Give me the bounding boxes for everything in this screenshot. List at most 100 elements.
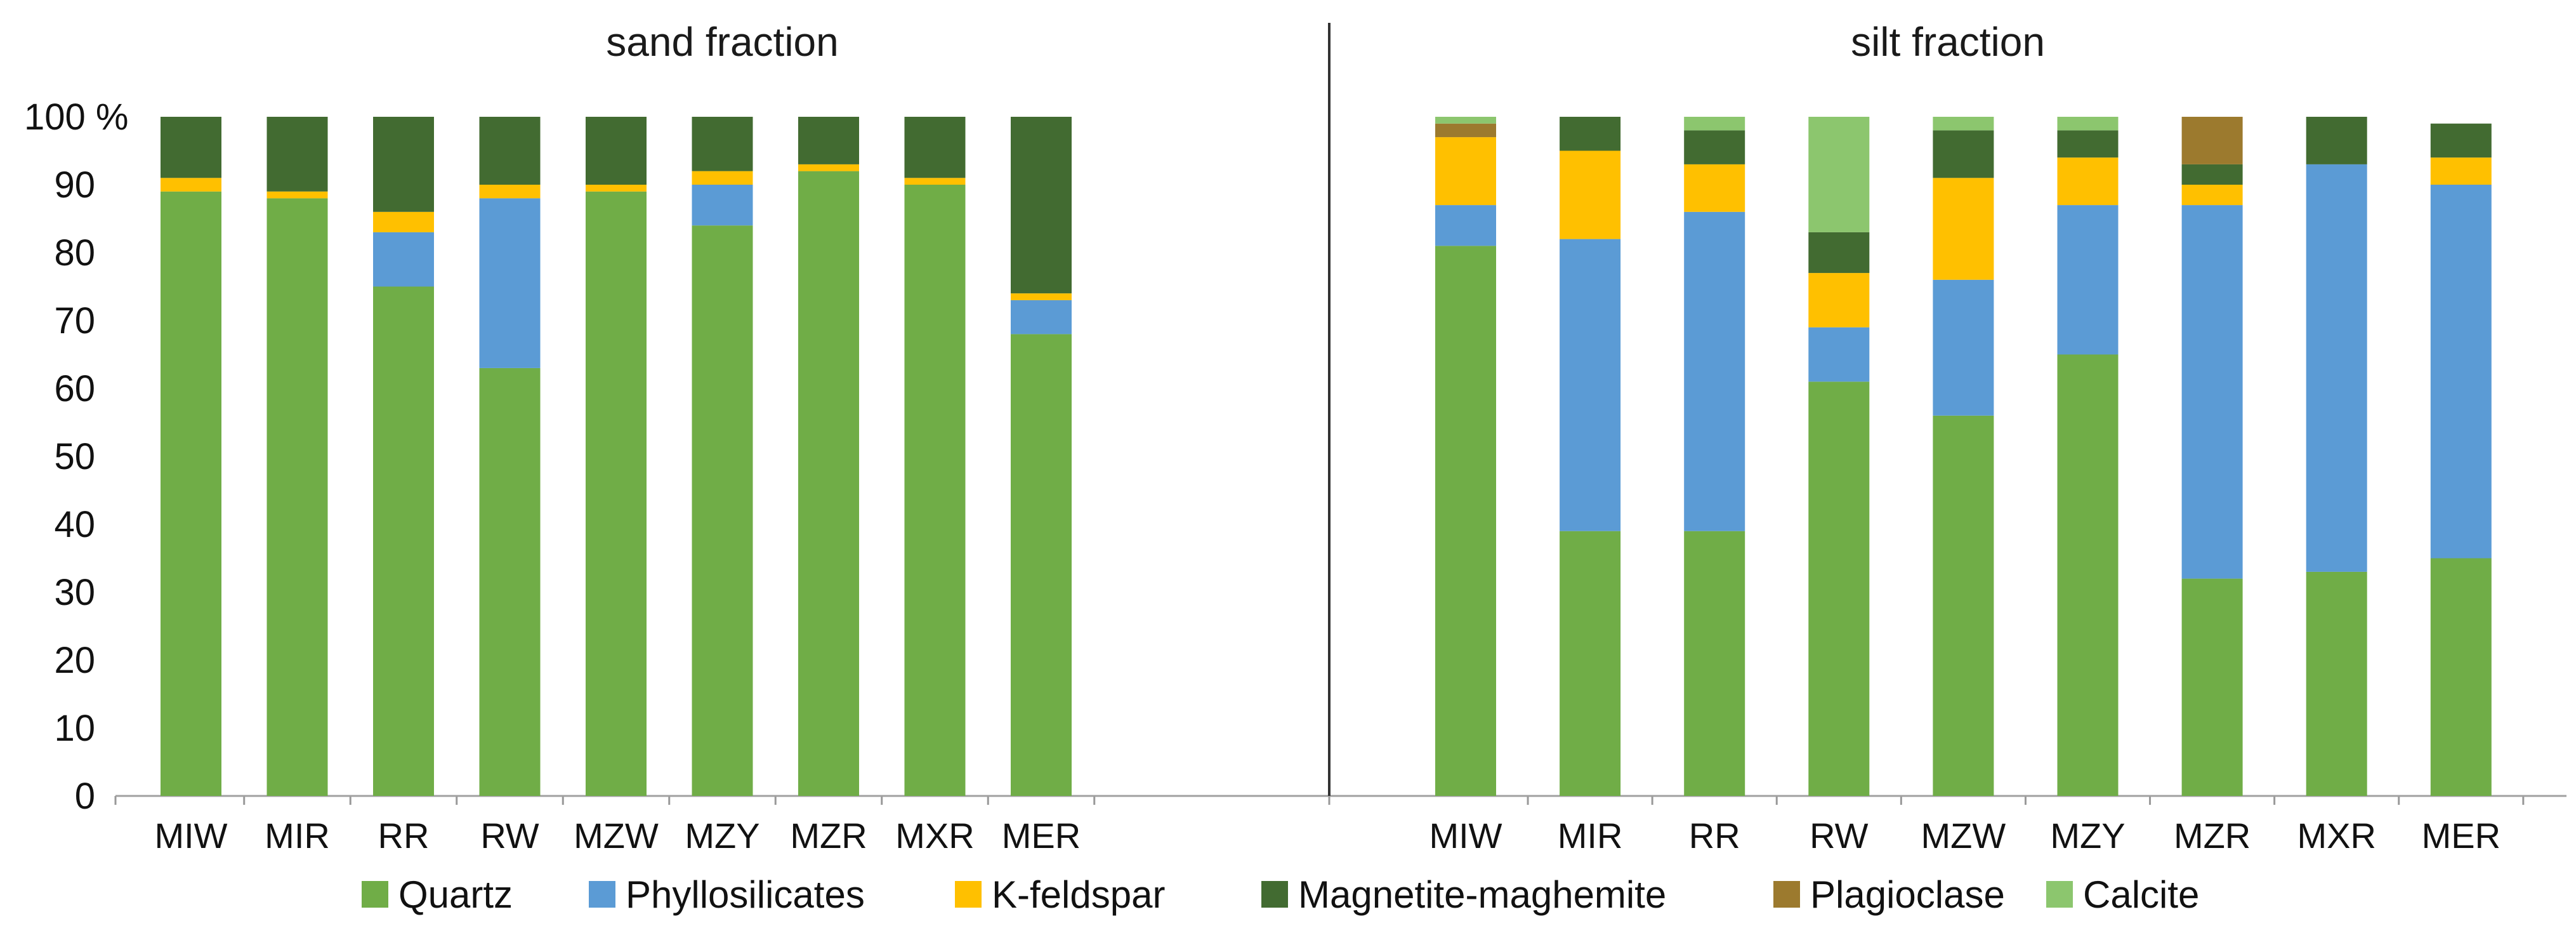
bar-segment-quartz-mxr: [2306, 571, 2367, 796]
panel-title-sand: sand fraction: [606, 19, 838, 65]
bar-segment-magnetite-maghemite-mxr: [2306, 117, 2367, 164]
legend-swatch-plagioclase: [1773, 881, 1800, 908]
legend-swatch-k-feldspar: [955, 881, 982, 908]
bar-segment-quartz-mzw: [586, 191, 647, 796]
bar-segment-quartz-mir: [266, 198, 328, 796]
x-tick-label: MZW: [1921, 816, 2006, 856]
x-tick-label: MZW: [574, 816, 659, 856]
y-tick-label: 10: [54, 708, 95, 749]
y-tick-label: 60: [54, 368, 95, 409]
bar-segment-quartz-mzw: [1933, 415, 1994, 796]
bar-segment-phyllosilicates-rw: [479, 198, 541, 368]
bar-segment-k-feldspar-mzy: [2057, 157, 2119, 206]
bar-segment-magnetite-maghemite-rr: [373, 117, 434, 212]
bar-segment-phyllosilicates-mzw: [1933, 279, 1994, 416]
bar-segment-k-feldspar-mxr: [904, 178, 966, 185]
bar-segment-quartz-mzy: [692, 225, 753, 796]
bar-segment-quartz-mer: [1011, 334, 1072, 796]
labels-layer: sand fraction silt fraction 100 % 0 10 20 3…: [24, 19, 2500, 856]
bar-segment-k-feldspar-mzw: [586, 185, 647, 192]
bar-segment-magnetite-maghemite-miw: [161, 117, 221, 178]
bar-segment-calcite-miw: [1435, 117, 1496, 124]
bar-segment-magnetite-maghemite-mzy: [692, 117, 753, 171]
bar-segment-k-feldspar-mer: [1011, 293, 1072, 300]
bar-segment-phyllosilicates-mer: [1011, 300, 1072, 334]
bar-segment-phyllosilicates-mzr: [2181, 205, 2243, 579]
bar-segment-quartz-mzr: [798, 171, 859, 797]
bar-segment-magnetite-maghemite-mxr: [904, 117, 966, 178]
y-tick-label: 0: [75, 776, 95, 817]
x-tick-label: MIR: [1558, 816, 1623, 856]
bar-segment-k-feldspar-rw: [479, 185, 541, 199]
bar-segment-k-feldspar-mzr: [2181, 185, 2243, 206]
bar-segment-k-feldspar-miw: [161, 178, 221, 192]
bar-segment-phyllosilicates-mxr: [2306, 164, 2367, 572]
bar-segment-phyllosilicates-mzy: [2057, 205, 2119, 355]
x-tick-label: MIW: [1429, 816, 1502, 856]
bar-segment-quartz-rr: [1684, 531, 1745, 796]
bar-segment-magnetite-maghemite-mzw: [1933, 130, 1994, 178]
bar-segment-k-feldspar-miw: [1435, 137, 1496, 206]
bar-segment-magnetite-maghemite-mzw: [586, 117, 647, 185]
bar-segment-phyllosilicates-mer: [2430, 185, 2492, 559]
bar-segment-k-feldspar-mzr: [798, 164, 859, 171]
bar-segment-quartz-mzr: [2181, 578, 2243, 796]
legend-label-quartz: Quartz: [398, 873, 513, 916]
x-tick-label: MXR: [895, 816, 974, 856]
x-tick-label: MER: [1002, 816, 1081, 856]
bar-segment-magnetite-maghemite-mzr: [798, 117, 859, 164]
bar-segment-quartz-mxr: [904, 185, 966, 796]
bar-segment-magnetite-maghemite-mir: [266, 117, 328, 192]
bar-segment-magnetite-maghemite-rw: [479, 117, 541, 185]
legend-swatch-quartz: [362, 881, 388, 908]
bar-segment-calcite-rw: [1808, 117, 1870, 232]
y-tick-label-100: 100 %: [24, 96, 128, 138]
legend-label-calcite: Calcite: [2083, 873, 2199, 916]
bar-segment-quartz-rw: [1808, 381, 1870, 796]
bar-segment-quartz-mer: [2430, 558, 2492, 796]
legend-label-k-feldspar: K-feldspar: [992, 873, 1165, 916]
bar-segment-magnetite-maghemite-mer: [1011, 117, 1072, 294]
x-tick-label: MZY: [685, 816, 759, 856]
legend-swatch-calcite: [2046, 881, 2073, 908]
legend-label-phyllosilicates: Phyllosilicates: [626, 873, 865, 916]
bar-segment-magnetite-maghemite-rr: [1684, 130, 1745, 164]
y-tick-label: 50: [54, 436, 95, 477]
y-tick-label: 20: [54, 640, 95, 681]
bar-segment-calcite-rr: [1684, 117, 1745, 131]
x-tick-label: MZR: [790, 816, 867, 856]
bar-segment-quartz-rw: [479, 368, 541, 796]
legend: Quartz Phyllosilicates K-feldspar Magnetite…: [362, 873, 2199, 916]
bar-segment-quartz-mzy: [2057, 354, 2119, 796]
x-tick-label: MER: [2422, 816, 2500, 856]
bar-segment-k-feldspar-mir: [1560, 150, 1621, 239]
bar-segment-plagioclase-miw: [1435, 123, 1496, 138]
y-tick-label: 70: [54, 300, 95, 341]
bar-segment-calcite-mzw: [1933, 117, 1994, 131]
legend-swatch-phyllosilicates: [589, 881, 615, 908]
panel-title-silt: silt fraction: [1851, 19, 2045, 65]
legend-label-plagioclase: Plagioclase: [1810, 873, 2005, 916]
y-tick-label: 40: [54, 504, 95, 545]
bar-segment-phyllosilicates-rr: [1684, 211, 1745, 531]
x-tick-label: MZY: [2050, 816, 2125, 856]
legend-swatch-magnetite-maghemite: [1261, 881, 1288, 908]
bar-segment-quartz-miw: [1435, 246, 1496, 796]
bar-segment-quartz-mir: [1560, 531, 1621, 796]
y-tick-label: 80: [54, 232, 95, 274]
bar-segment-phyllosilicates-rw: [1808, 327, 1870, 382]
y-tick-label: 90: [54, 164, 95, 206]
bar-segment-k-feldspar-mer: [2430, 157, 2492, 185]
bar-segment-k-feldspar-rr: [1684, 164, 1745, 212]
bars-layer: [161, 117, 2492, 797]
bar-segment-magnetite-maghemite-rw: [1808, 232, 1870, 274]
x-tick-label: RW: [480, 816, 539, 856]
bar-segment-magnetite-maghemite-mir: [1560, 117, 1621, 151]
bar-segment-magnetite-maghemite-mzy: [2057, 130, 2119, 158]
y-tick-label: 30: [54, 572, 95, 613]
bar-segment-phyllosilicates-rr: [373, 232, 434, 287]
legend-label-magnetite-maghemite: Magnetite-maghemite: [1298, 873, 1666, 916]
bar-segment-k-feldspar-mir: [266, 191, 328, 199]
x-tick-label: RR: [378, 816, 430, 856]
